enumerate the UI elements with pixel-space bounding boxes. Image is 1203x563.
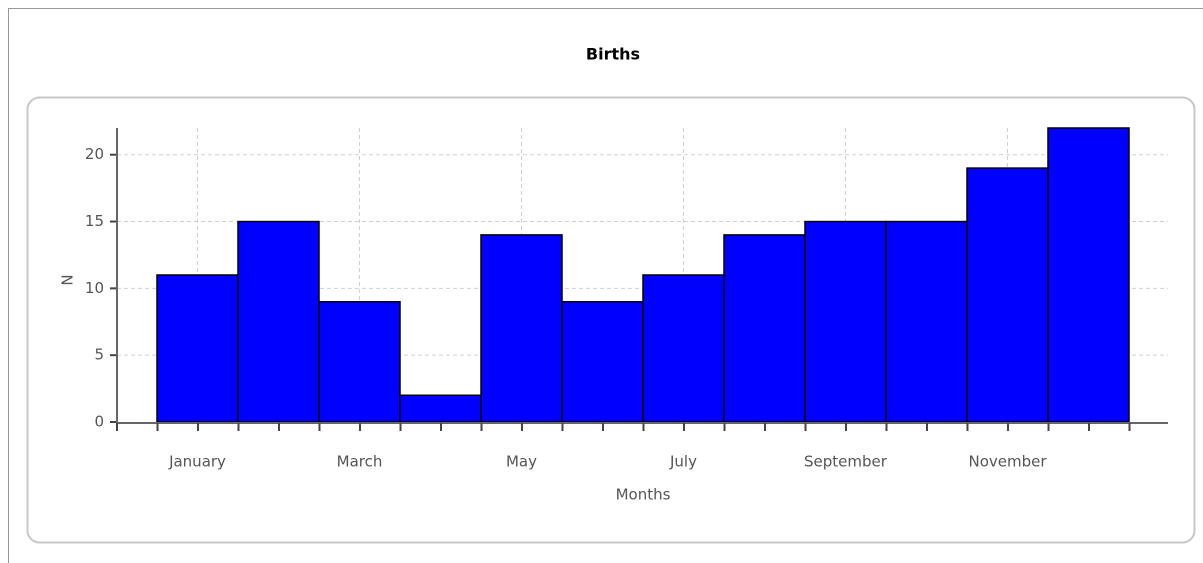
y-tick-label: 10 (85, 279, 104, 297)
y-tick-label: 20 (85, 145, 104, 163)
x-tick-label: September (804, 453, 888, 471)
bar (561, 300, 644, 423)
page-frame (8, 8, 1203, 563)
bar (966, 167, 1049, 423)
bar (885, 220, 968, 423)
x-tick-label: March (337, 453, 383, 471)
chart-title: Births (586, 45, 640, 64)
bar (804, 220, 887, 423)
y-axis-label: N (59, 274, 77, 285)
x-tick-label: November (968, 453, 1047, 471)
y-tick-label: 5 (94, 346, 104, 364)
bar (318, 300, 401, 423)
y-tick-label: 0 (94, 413, 104, 431)
y-tick-label: 15 (85, 212, 104, 230)
bar (642, 274, 725, 423)
bar (480, 234, 563, 423)
x-tick-label: May (506, 453, 537, 471)
bar (156, 274, 239, 423)
x-tick-label: July (669, 453, 697, 471)
bar (237, 220, 320, 423)
bar (1047, 127, 1130, 423)
bar (399, 394, 482, 423)
bar (723, 234, 806, 423)
x-tick-label: January (168, 453, 226, 471)
x-axis-label: Months (616, 486, 671, 504)
